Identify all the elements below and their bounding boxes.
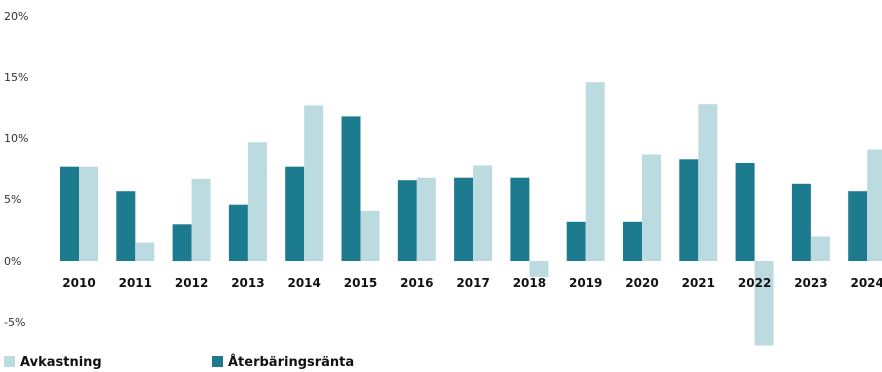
bar-avkastning-2022 [754,261,774,346]
y-tick-label: -5% [4,316,25,329]
bar-aterbaringsranta-2013 [228,204,248,261]
bar-avkastning-2021 [698,104,718,261]
bar-avkastning-2010 [79,166,98,261]
legend-label-aterbaringsranta: Återbäringsränta [228,354,354,370]
x-tick-label: 2023 [794,276,827,290]
bar-avkastning-2016 [416,177,436,261]
legend-label-avkastning: Avkastning [20,355,102,370]
bar-avkastning-2012 [191,178,211,261]
x-tick-label: 2019 [569,276,602,290]
bar-avkastning-2020 [642,154,661,261]
bar-aterbaringsranta-2015 [341,116,361,262]
bar-aterbaringsranta-2014 [285,166,305,261]
legend-swatch-aterbaringsranta [212,356,223,367]
y-tick-label: 0% [4,255,21,268]
y-tick-label: 15% [4,71,28,84]
bar-avkastning-2015 [360,210,380,261]
bar-avkastning-2011 [135,242,155,261]
y-tick-label: 10% [4,132,28,145]
x-tick-label: 2022 [738,276,771,290]
bar-aterbaringsranta-2011 [116,191,136,261]
legend-item-avkastning: Avkastning [4,355,102,370]
x-tick-label: 2010 [62,276,95,290]
x-tick-label: 2017 [456,276,489,290]
bar-group [60,82,882,346]
bar-avkastning-2024 [867,149,882,261]
legend-swatch-avkastning [4,356,15,367]
legend-item-aterbaringsranta: Återbäringsränta [212,354,354,370]
x-tick-label: 2015 [344,276,377,290]
bar-aterbaringsranta-2023 [791,183,811,261]
bar-aterbaringsranta-2012 [172,224,192,262]
x-tick-label: 2016 [400,276,433,290]
bar-aterbaringsranta-2017 [454,177,474,261]
bar-avkastning-2018 [529,261,549,277]
y-tick-label: 20% [4,10,28,23]
bar-aterbaringsranta-2010 [60,166,79,261]
x-tick-label: 2024 [850,276,882,290]
bar-aterbaringsranta-2021 [679,159,699,261]
bar-aterbaringsranta-2022 [735,163,755,261]
x-tick-label: 2012 [175,276,208,290]
x-axis-labels: 2010 2011 2012 2013 2014 2015 2016 2017 2018 2019… [62,276,882,290]
y-axis: 20% 15% 10% 5% 0% -5% [4,10,28,329]
x-tick-label: 2021 [682,276,715,290]
bar-aterbaringsranta-2016 [397,180,417,261]
bar-avkastning-2023 [810,236,830,261]
bar-avkastning-2017 [473,165,493,261]
x-tick-label: 2020 [625,276,658,290]
legend: Avkastning Återbäringsränta [4,354,354,370]
bar-avkastning-2013 [247,142,267,261]
y-tick-label: 5% [4,193,21,206]
bar-aterbaringsranta-2020 [623,221,642,261]
bar-aterbaringsranta-2019 [566,221,586,261]
x-tick-label: 2011 [119,276,152,290]
x-tick-label: 2018 [513,276,546,290]
bar-aterbaringsranta-2018 [510,177,530,261]
bar-aterbaringsranta-2024 [848,191,868,261]
bar-avkastning-2019 [585,82,605,261]
x-tick-label: 2013 [231,276,264,290]
bar-avkastning-2014 [304,105,324,262]
x-tick-label: 2014 [287,276,320,290]
